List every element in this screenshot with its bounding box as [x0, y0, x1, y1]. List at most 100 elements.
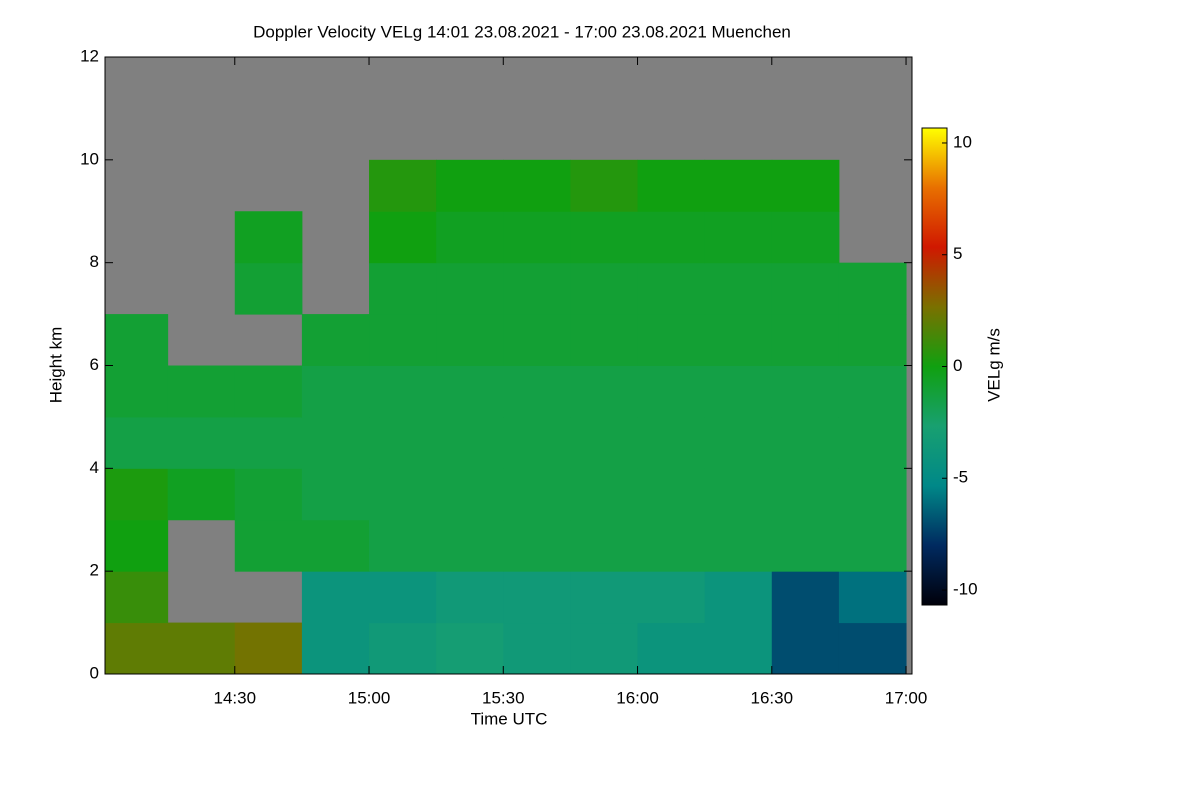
heatmap-cell — [771, 571, 840, 624]
heatmap-cell — [167, 416, 236, 469]
y-tick-label: 8 — [90, 252, 99, 271]
heatmap-cell — [570, 468, 639, 521]
heatmap-cell — [105, 314, 169, 366]
heatmap-cell — [570, 622, 639, 674]
y-tick-label: 0 — [90, 663, 99, 682]
heatmap-cell — [503, 365, 571, 418]
heatmap-cell — [301, 365, 370, 418]
heatmap-cell — [570, 365, 639, 418]
heatmap-cell — [301, 519, 370, 572]
colorbar-tick-label: 10 — [953, 132, 972, 151]
heatmap-cell — [234, 262, 303, 315]
heatmap-cell — [704, 262, 773, 315]
heatmap-cell — [637, 416, 706, 469]
heatmap-cell — [637, 571, 706, 624]
x-tick-label: 15:30 — [482, 688, 525, 707]
y-tick-label: 4 — [90, 458, 99, 477]
heatmap-cell — [436, 314, 504, 366]
y-tick-label: 10 — [80, 149, 99, 168]
heatmap-cell — [838, 365, 907, 418]
heatmap-cell — [838, 416, 907, 469]
heatmap-cell — [105, 571, 169, 624]
colorbar-tick-label: -5 — [953, 468, 968, 487]
heatmap-cell — [637, 159, 706, 212]
heatmap-cell — [771, 159, 840, 212]
heatmap-cell — [570, 571, 639, 624]
heatmap-cell — [771, 519, 840, 572]
heatmap-cell — [369, 159, 437, 212]
heatmap-cell — [503, 468, 571, 521]
x-tick-label: 15:00 — [348, 688, 391, 707]
heatmap-cell — [436, 365, 504, 418]
heatmap-cell — [436, 468, 504, 521]
heatmap-cell — [637, 365, 706, 418]
x-tick-label: 14:30 — [213, 688, 256, 707]
heatmap-cell — [704, 314, 773, 366]
heatmap-cell — [704, 519, 773, 572]
heatmap-cell — [503, 262, 571, 315]
heatmap-cell — [105, 519, 169, 572]
heatmap-cell — [704, 416, 773, 469]
heatmap-cell — [503, 519, 571, 572]
heatmap-cell — [105, 365, 169, 418]
heatmap-cell — [234, 365, 303, 418]
x-tick-label: 17:00 — [885, 688, 928, 707]
heatmap-cell — [704, 622, 773, 674]
heatmap-cell — [503, 622, 571, 674]
y-tick-label: 2 — [90, 561, 99, 580]
heatmap-cell — [637, 468, 706, 521]
y-tick-label: 12 — [80, 46, 99, 65]
heatmap-cell — [234, 211, 303, 264]
heatmap-cell — [771, 365, 840, 418]
heatmap-cell — [167, 365, 236, 418]
heatmap-cell — [704, 159, 773, 212]
heatmap-cell — [167, 622, 236, 674]
colorbar-label: VELg m/s — [984, 328, 1003, 402]
heatmap-cell — [301, 416, 370, 469]
heatmap-cell — [167, 468, 236, 521]
heatmap-cell — [369, 468, 437, 521]
heatmap-cell — [369, 571, 437, 624]
heatmap-cell — [234, 416, 303, 469]
heatmap-cell — [369, 365, 437, 418]
heatmap-cell — [436, 571, 504, 624]
heatmap-cell — [637, 519, 706, 572]
colorbar-tick-label: -10 — [953, 580, 978, 599]
heatmap-cell — [771, 314, 840, 366]
heatmap-cell — [503, 571, 571, 624]
heatmap-cell — [637, 622, 706, 674]
heatmap-cell — [369, 622, 437, 674]
x-tick-label: 16:00 — [616, 688, 659, 707]
heatmap-cell — [301, 571, 370, 624]
heatmap-cell — [838, 571, 907, 624]
heatmap-cell — [369, 519, 437, 572]
heatmap-cell — [637, 262, 706, 315]
heatmap-cell — [436, 262, 504, 315]
heatmap-cell — [570, 262, 639, 315]
heatmap-cell — [771, 622, 840, 674]
heatmap-cell — [570, 159, 639, 212]
y-tick-label: 6 — [90, 355, 99, 374]
heatmap-cell — [503, 211, 571, 264]
y-axis-label: Height km — [46, 327, 65, 404]
heatmap-cell — [436, 159, 504, 212]
heatmap-cell — [234, 622, 303, 674]
heatmap-cell — [105, 468, 169, 521]
heatmap-cell — [105, 622, 169, 674]
heatmap-cell — [704, 211, 773, 264]
heatmap-cell — [369, 211, 437, 264]
heatmap-cell — [771, 468, 840, 521]
heatmap-cell — [234, 519, 303, 572]
heatmap-cell — [369, 262, 437, 315]
chart-title: Doppler Velocity VELg 14:01 23.08.2021 -… — [253, 22, 791, 41]
colorbar-tick-label: 5 — [953, 244, 962, 263]
heatmap-cell — [704, 571, 773, 624]
heatmap — [105, 57, 912, 674]
heatmap-cell — [301, 622, 370, 674]
heatmap-cell — [838, 262, 907, 315]
heatmap-cell — [436, 416, 504, 469]
heatmap-cell — [637, 314, 706, 366]
heatmap-cell — [570, 211, 639, 264]
heatmap-cell — [570, 314, 639, 366]
